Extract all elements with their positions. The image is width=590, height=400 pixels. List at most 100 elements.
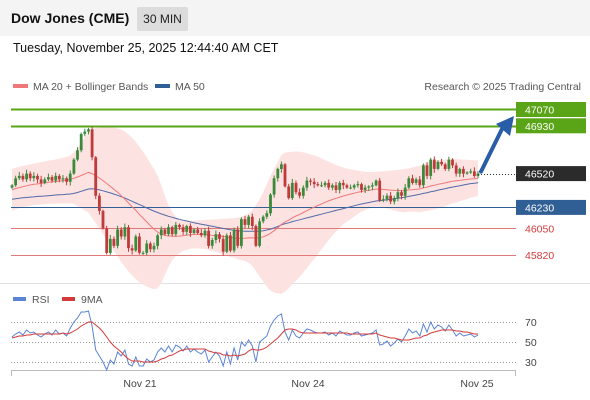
candle-body	[469, 171, 473, 173]
candle	[396, 188, 400, 202]
candle-body	[47, 177, 50, 180]
candle	[331, 183, 334, 191]
candle	[432, 156, 436, 173]
rsi-tick-50: 50	[525, 337, 537, 349]
candle-body	[396, 192, 400, 198]
candle	[236, 226, 240, 249]
candle-body	[181, 227, 185, 232]
candle-body	[451, 159, 454, 166]
price-label-bg-47070	[516, 102, 586, 117]
candle	[400, 190, 403, 200]
candle-body	[265, 213, 269, 217]
ma20-line	[11, 171, 479, 240]
candle	[381, 195, 385, 203]
candle	[54, 172, 58, 184]
candle	[189, 223, 192, 237]
rsi-tick-30: 30	[525, 357, 537, 369]
candle	[298, 188, 301, 199]
candle	[451, 158, 454, 169]
candle-body	[196, 229, 200, 233]
candle-body	[443, 164, 447, 169]
candle	[218, 231, 221, 243]
header-bar: Dow Jones (CME) 30 MIN	[0, 0, 590, 36]
candle-body	[418, 179, 422, 186]
candle	[119, 227, 123, 240]
candle	[203, 228, 207, 238]
candle-body	[39, 179, 43, 183]
candle-body	[14, 178, 17, 186]
candle-body	[356, 184, 360, 186]
candle-body	[134, 236, 138, 251]
candle-body	[112, 238, 116, 246]
candle-body	[473, 171, 476, 176]
candle	[447, 156, 451, 172]
candle	[112, 236, 116, 249]
candle-body	[105, 228, 109, 253]
candle	[392, 195, 396, 205]
candle-body	[360, 184, 363, 190]
candle-body	[250, 216, 254, 226]
rsi-ma-legend-swatch	[62, 297, 75, 301]
candle-body	[258, 221, 261, 246]
legend: MA 20 + Bollinger Bands MA 50 Research ©…	[13, 81, 581, 93]
candle-body	[331, 185, 334, 188]
candle	[90, 126, 94, 161]
price-label-47070: 47070	[525, 105, 554, 117]
candle	[207, 226, 210, 249]
candle-body	[381, 199, 385, 201]
candle-body	[320, 185, 323, 187]
candle	[378, 178, 382, 202]
candle-body	[389, 195, 392, 202]
candle-body	[189, 226, 192, 233]
candle-body	[17, 175, 21, 179]
candle	[240, 217, 243, 249]
candle	[429, 157, 433, 180]
candle	[76, 147, 79, 162]
candle	[50, 175, 54, 183]
candle	[349, 184, 352, 190]
candle-body	[407, 178, 411, 188]
ma20-legend-swatch	[13, 84, 28, 88]
candle-body	[76, 150, 79, 160]
forecast-arrow	[478, 115, 516, 175]
candle-body	[352, 185, 356, 188]
candle	[360, 182, 363, 193]
candle	[36, 173, 39, 184]
candle-body	[403, 187, 407, 196]
candle-body	[338, 182, 342, 190]
arrow-head	[496, 115, 514, 136]
candle	[454, 162, 458, 177]
candle-body	[50, 177, 54, 181]
candle	[229, 231, 232, 253]
candle	[247, 214, 250, 229]
candle-body	[236, 229, 240, 246]
candle	[250, 213, 254, 230]
candle-body	[199, 233, 203, 236]
candle	[363, 184, 367, 193]
candle-body	[316, 184, 320, 186]
candle	[174, 221, 178, 237]
candle-body	[440, 161, 443, 165]
candle	[411, 174, 414, 185]
candle	[170, 225, 174, 237]
candle	[338, 181, 342, 194]
candle	[327, 179, 331, 191]
candle-body	[349, 187, 352, 189]
candle-body	[294, 182, 298, 193]
candle-body	[334, 185, 338, 190]
candle	[403, 183, 407, 200]
price-label-bg-46930	[516, 118, 586, 134]
candle-body	[363, 187, 367, 190]
price-label-45820: 45820	[525, 250, 554, 262]
price-label-bg-46520	[516, 166, 586, 182]
candle	[458, 167, 462, 177]
candle	[148, 241, 152, 253]
candle-body	[138, 236, 141, 253]
candle-body	[94, 157, 98, 196]
price-label-46930: 46930	[525, 121, 554, 133]
candle-body	[90, 129, 94, 158]
timeframe-button[interactable]: 30 MIN	[137, 7, 188, 31]
candle	[301, 185, 305, 199]
